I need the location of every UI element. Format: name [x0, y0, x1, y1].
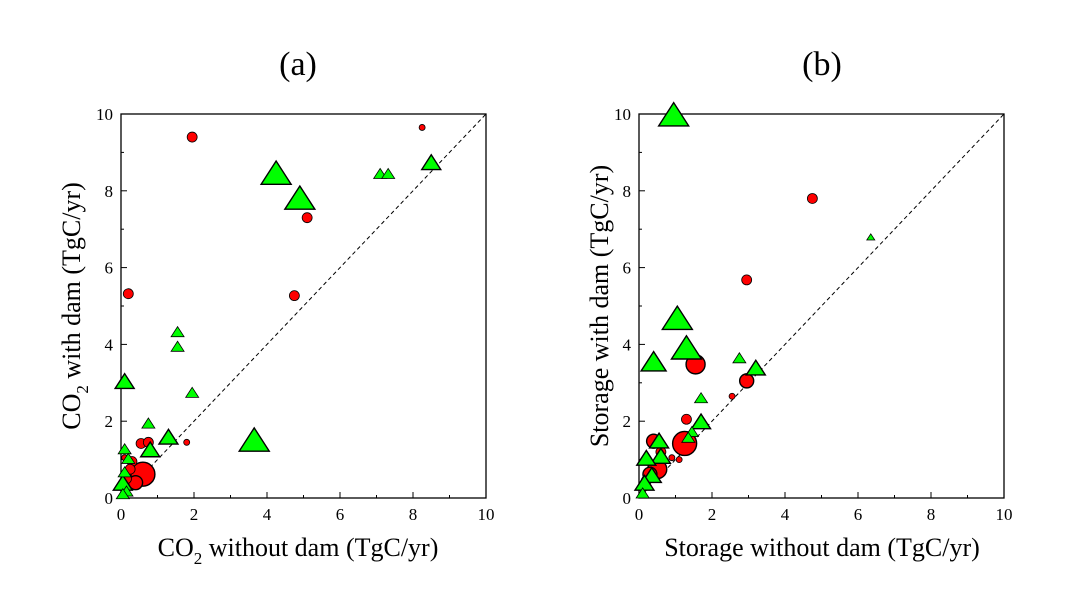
triangle-point [657, 101, 690, 127]
x-tick-label: 0 [635, 505, 644, 524]
y-tick-label: 6 [105, 259, 114, 278]
triangle-point [745, 358, 767, 376]
triangle-point [117, 443, 132, 455]
triangle-point [635, 449, 658, 466]
triangle-point [639, 350, 668, 372]
triangle-point [670, 334, 703, 360]
x-tick-label: 4 [781, 505, 790, 524]
triangle-point [866, 233, 876, 241]
triangle-point [259, 159, 293, 185]
triangle-point [170, 340, 185, 352]
y-tick-label: 2 [623, 412, 632, 431]
panel-a-markers [112, 124, 443, 500]
y-tick-label: 0 [105, 489, 114, 508]
triangle-point [380, 167, 396, 179]
triangle-point [237, 426, 271, 452]
panel-a-xlabel: CO2 without dam (TgC/yr) [158, 533, 439, 568]
circle-point [681, 413, 692, 425]
y-tick-label: 8 [105, 182, 114, 201]
circle-point [186, 131, 198, 143]
panel-a-xticks: 0 2 4 6 8 10 [117, 492, 495, 524]
triangle-point [732, 352, 747, 364]
x-tick-label: 6 [336, 505, 345, 524]
panel-b-xticks: 0 2 4 6 8 10 [635, 492, 1013, 524]
x-tick-label: 0 [117, 505, 126, 524]
circle-point [183, 438, 191, 446]
panel-b-reference-line [638, 113, 1005, 499]
x-tick-label: 8 [927, 505, 936, 524]
x-tick-label: 10 [996, 505, 1013, 524]
triangle-point [170, 325, 185, 338]
panel-b-ylabel: Storage with dam (TgC/yr) [585, 165, 614, 447]
panel-b: (b) 0 2 4 6 8 10 0 2 4 6 8 10 Storage without dam … [585, 46, 1013, 562]
panel-a-reference-line [120, 113, 487, 499]
panel-b-xlabel: Storage without dam (TgC/yr) [664, 533, 980, 562]
triangle-point [283, 184, 317, 210]
y-tick-label: 0 [623, 489, 632, 508]
panel-a-ylabel: CO2 with dam (TgC/yr) [57, 182, 92, 430]
circle-point [806, 193, 818, 204]
triangle-point [184, 386, 200, 398]
triangle-point [117, 466, 132, 478]
y-tick-label: 4 [623, 335, 632, 354]
triangle-point [141, 417, 156, 429]
panel-b-markers [633, 101, 876, 499]
x-tick-label: 2 [190, 505, 199, 524]
panel-a: (a) 0 2 4 6 8 10 0 2 4 6 8 10 CO2 without dam (TgC… [57, 46, 495, 568]
x-tick-label: 4 [263, 505, 272, 524]
circle-point [738, 373, 755, 389]
triangle-point [648, 431, 670, 449]
y-tick-label: 10 [96, 105, 113, 124]
circle-point [741, 274, 753, 286]
circle-point [418, 124, 426, 131]
triangle-point [690, 412, 712, 430]
y-tick-label: 2 [105, 412, 114, 431]
triangle-point [113, 372, 136, 390]
y-tick-label: 8 [623, 182, 632, 201]
y-tick-label: 10 [614, 105, 631, 124]
x-tick-label: 6 [854, 505, 863, 524]
triangle-point [650, 447, 672, 464]
x-tick-label: 8 [409, 505, 418, 524]
x-tick-label: 10 [478, 505, 495, 524]
circle-point [668, 454, 676, 462]
x-tick-label: 2 [708, 505, 717, 524]
triangle-point [121, 452, 136, 464]
triangle-point [139, 440, 161, 458]
triangle-point [661, 304, 694, 331]
circle-point [122, 288, 134, 300]
panel-a-title: (a) [279, 46, 317, 83]
triangle-point [635, 487, 650, 499]
circle-point [301, 212, 313, 224]
circle-point [288, 290, 300, 302]
triangle-point [115, 487, 131, 500]
circle-point [675, 456, 683, 464]
triangle-point [693, 391, 709, 404]
y-tick-label: 4 [105, 335, 114, 354]
triangle-point [157, 428, 180, 445]
circle-point [728, 392, 736, 400]
y-tick-label: 6 [623, 259, 632, 278]
panel-b-title: (b) [802, 46, 842, 83]
panel-b-yticks: 0 2 4 6 8 10 [614, 105, 645, 508]
triangle-point [681, 431, 696, 443]
triangle-point [420, 153, 443, 171]
